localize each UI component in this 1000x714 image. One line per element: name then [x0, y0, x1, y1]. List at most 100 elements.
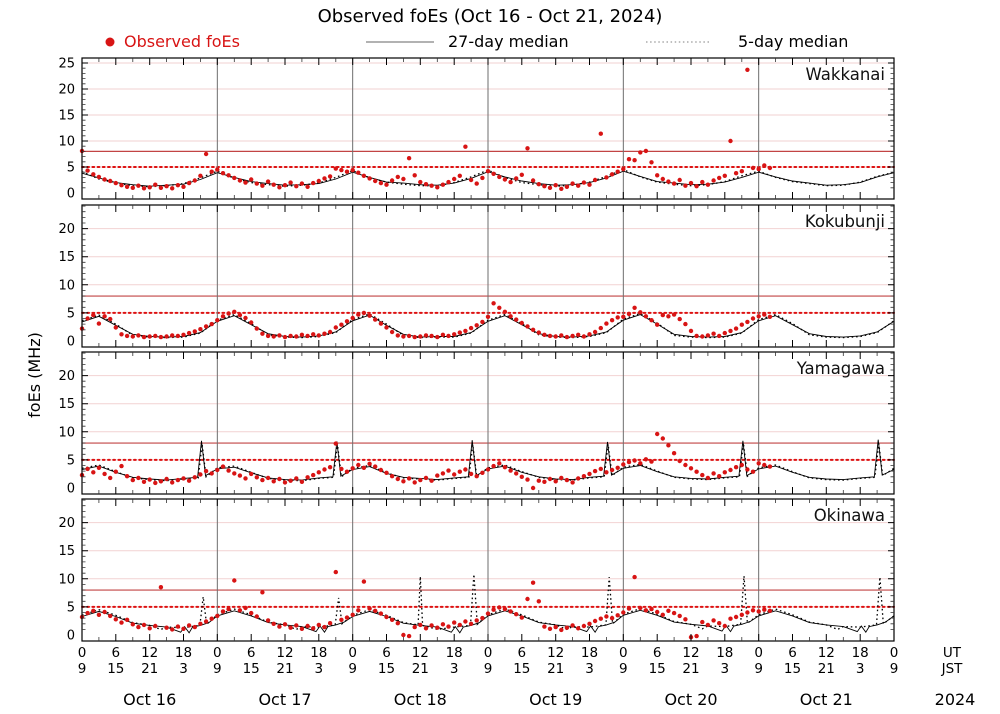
panel-wakkanai: 0 5 10 15 20 25 Wakkanai [58, 57, 895, 202]
svg-text:12: 12 [276, 645, 293, 661]
svg-text:15: 15 [58, 544, 75, 559]
svg-text:18: 18 [310, 645, 327, 661]
svg-text:0: 0 [67, 629, 75, 644]
date-label: Oct 20 [664, 690, 717, 709]
svg-text:3: 3 [856, 661, 865, 677]
page-title: Observed foEs (Oct 16 - Oct 21, 2024) [318, 6, 663, 27]
svg-text:12: 12 [412, 645, 429, 661]
svg-text:15: 15 [784, 661, 801, 677]
svg-text:0: 0 [348, 645, 357, 661]
major-ticks [82, 205, 894, 347]
y-axis-title: foEs (MHz) [25, 332, 44, 418]
median5-line [81, 312, 895, 339]
panel-okinawa: 0 5 10 15 20 Okinawa [58, 498, 895, 644]
svg-text:9: 9 [619, 661, 628, 677]
svg-text:15: 15 [58, 397, 75, 412]
date-label: Oct 21 [800, 690, 853, 709]
svg-text:6: 6 [112, 645, 121, 661]
svg-text:0: 0 [213, 645, 222, 661]
observed-legend-label: Observed foEs [124, 32, 240, 51]
plot-panels: 0 5 10 15 20 25 Wakkanai 0 5 10 15 20 Kokubunji 0 5 10 1… [58, 57, 898, 710]
svg-text:10: 10 [58, 278, 75, 293]
svg-text:12: 12 [818, 645, 835, 661]
svg-text:9: 9 [213, 661, 222, 677]
svg-text:10: 10 [58, 425, 75, 440]
major-ticks [82, 58, 894, 199]
major-ticks [82, 352, 894, 494]
svg-text:12: 12 [547, 645, 564, 661]
svg-text:5: 5 [67, 600, 75, 615]
observed-points [79, 301, 773, 340]
ut-axis-label: UT [943, 645, 962, 661]
y-tick-labels: 0 5 10 15 20 [58, 516, 75, 643]
svg-text:0: 0 [67, 335, 75, 350]
svg-text:18: 18 [581, 645, 598, 661]
svg-text:6: 6 [518, 645, 527, 661]
observed-points [79, 431, 773, 491]
svg-text:3: 3 [585, 661, 594, 677]
legend: Observed foEs 27-day median 5-day median [105, 32, 848, 51]
date-label: Oct 17 [258, 690, 311, 709]
svg-text:3: 3 [315, 661, 324, 677]
minor-ticks [82, 499, 894, 641]
svg-text:21: 21 [682, 661, 699, 677]
date-label: Oct 19 [529, 690, 582, 709]
station-label: Yamagawa [796, 359, 885, 378]
y-tick-labels: 0 5 10 15 20 [58, 369, 75, 496]
date-label: Oct 16 [123, 690, 176, 709]
svg-text:21: 21 [412, 661, 429, 677]
svg-text:20: 20 [58, 516, 75, 531]
svg-text:20: 20 [58, 222, 75, 237]
svg-text:9: 9 [754, 661, 763, 677]
day-boundary-lines [216, 58, 760, 199]
svg-text:6: 6 [788, 645, 797, 661]
minor-ticks [82, 58, 894, 199]
y-tick-labels: 0 5 10 15 20 25 [58, 57, 75, 202]
median5-legend-label: 5-day median [738, 32, 848, 51]
day-boundary-lines [216, 499, 760, 641]
svg-text:15: 15 [107, 661, 124, 677]
svg-text:10: 10 [58, 135, 75, 150]
svg-text:21: 21 [141, 661, 158, 677]
svg-text:20: 20 [58, 369, 75, 384]
svg-text:0: 0 [754, 645, 763, 661]
svg-text:0: 0 [67, 187, 75, 202]
svg-text:9: 9 [78, 661, 87, 677]
svg-text:10: 10 [58, 572, 75, 587]
day-boundary-lines [216, 205, 760, 347]
svg-text:21: 21 [547, 661, 564, 677]
svg-text:15: 15 [243, 661, 260, 677]
date-label: Oct 18 [394, 690, 447, 709]
observed-legend-marker [105, 37, 115, 47]
svg-text:6: 6 [653, 645, 662, 661]
station-label: Okinawa [814, 506, 885, 525]
svg-text:5: 5 [67, 453, 75, 468]
svg-text:3: 3 [450, 661, 459, 677]
minor-ticks [82, 205, 894, 347]
observed-points [79, 569, 773, 640]
svg-text:21: 21 [276, 661, 293, 677]
svg-text:5: 5 [67, 306, 75, 321]
svg-text:15: 15 [58, 250, 75, 265]
svg-text:9: 9 [348, 661, 357, 677]
svg-text:3: 3 [721, 661, 730, 677]
svg-text:6: 6 [247, 645, 256, 661]
svg-text:25: 25 [58, 57, 75, 72]
svg-text:12: 12 [682, 645, 699, 661]
panel-yamagawa: 0 5 10 15 20 Yamagawa [58, 351, 895, 497]
svg-text:0: 0 [67, 482, 75, 497]
svg-text:18: 18 [175, 645, 192, 661]
svg-text:15: 15 [513, 661, 530, 677]
svg-text:12: 12 [141, 645, 158, 661]
svg-text:15: 15 [58, 109, 75, 124]
svg-text:3: 3 [179, 661, 188, 677]
day-boundary-lines [216, 352, 760, 494]
svg-text:9: 9 [484, 661, 493, 677]
svg-text:9: 9 [890, 661, 899, 677]
jst-axis-label: JST [941, 661, 964, 677]
median27-legend-label: 27-day median [448, 32, 569, 51]
minor-ticks [82, 352, 894, 494]
